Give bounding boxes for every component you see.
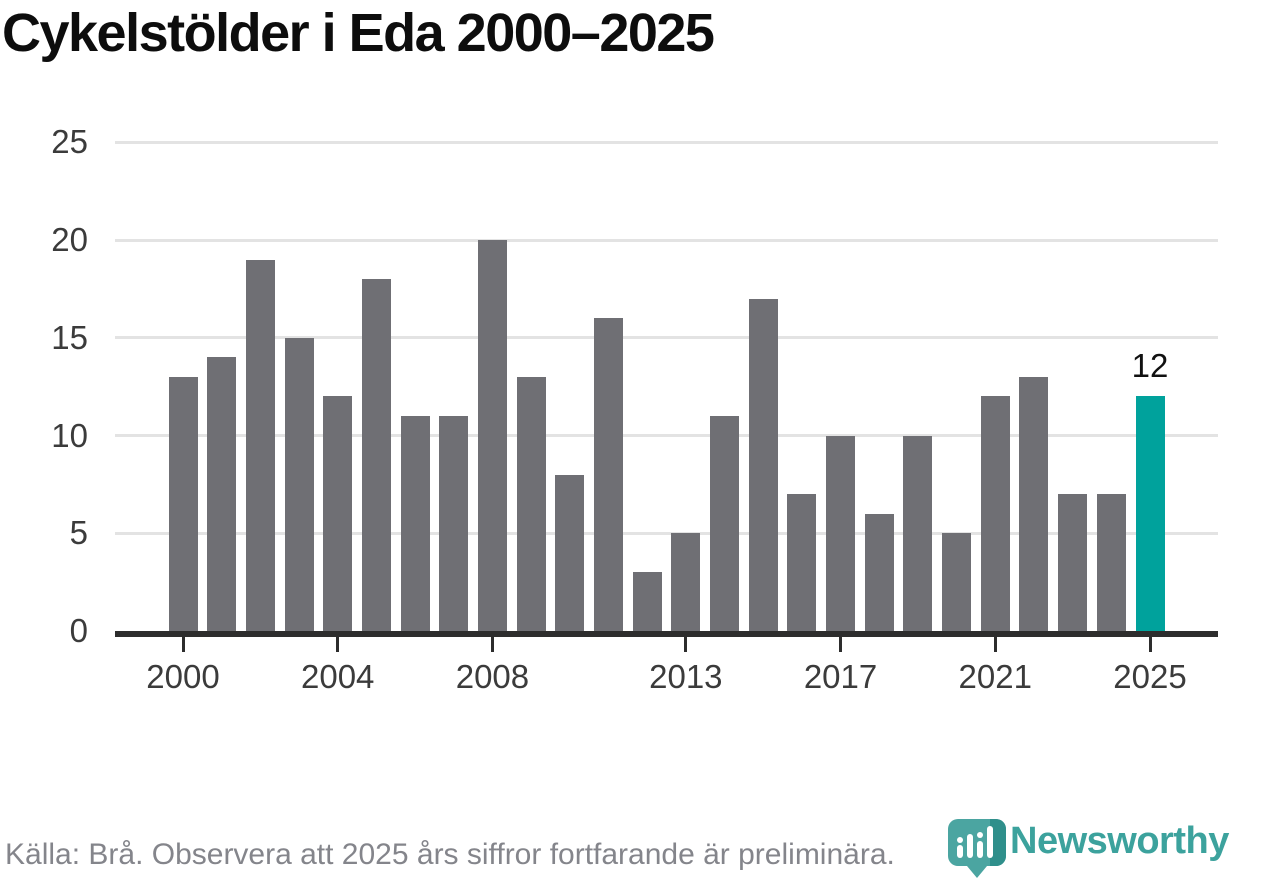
x-tick-2013 — [684, 637, 688, 652]
y-axis-label-0: 0 — [69, 612, 88, 649]
bar-2003 — [284, 337, 314, 634]
bar-2014 — [710, 415, 740, 634]
x-tick-2004 — [336, 637, 340, 652]
chart-title: Cykelstölder i Eda 2000–2025 — [2, 3, 715, 63]
bar-2013 — [671, 533, 701, 634]
x-axis-label-2017: 2017 — [803, 658, 878, 695]
gridline-20 — [115, 238, 1218, 242]
x-axis-label-2025: 2025 — [1113, 658, 1187, 695]
x-tick-2025 — [1148, 637, 1152, 652]
gridline-10 — [115, 434, 1218, 437]
y-axis-label-20: 20 — [51, 221, 88, 258]
bar-2023 — [1058, 494, 1088, 634]
bar-2019 — [903, 435, 933, 634]
bar-2024 — [1096, 494, 1126, 634]
y-axis-label-10: 10 — [51, 416, 88, 454]
x-tick-2021 — [993, 637, 997, 652]
gridline-5 — [115, 531, 1218, 535]
highlight-value-label: 12 — [1131, 347, 1169, 384]
x-axis-label-2013: 2013 — [649, 658, 723, 695]
bar-2005 — [361, 279, 391, 634]
x-axis-label-2008: 2008 — [455, 658, 530, 695]
x-axis-line — [115, 631, 1218, 637]
bar-2018 — [864, 513, 894, 634]
newsworthy-wordmark: Newsworthy — [1010, 820, 1229, 862]
bar-2006 — [400, 415, 430, 634]
bar-2020 — [942, 533, 972, 634]
x-axis-label-2021: 2021 — [958, 658, 1032, 695]
bar-2004 — [323, 396, 353, 634]
bar-2017 — [826, 435, 856, 634]
bar-2009 — [516, 376, 546, 634]
x-tick-2008 — [490, 637, 494, 652]
y-axis-label-15: 15 — [51, 318, 88, 356]
bar-2022 — [1019, 376, 1049, 634]
bar-2016 — [787, 494, 817, 634]
newsworthy-pin-icon — [946, 817, 1008, 879]
bar-2012 — [632, 572, 662, 634]
bar-2025 — [1135, 396, 1165, 634]
bar-2021 — [980, 396, 1010, 634]
bar-2015 — [748, 298, 778, 634]
bar-2010 — [555, 474, 585, 634]
x-axis-label-2000: 2000 — [146, 658, 220, 695]
bar-2000 — [168, 376, 198, 634]
bar-2007 — [439, 415, 469, 634]
gridline-15 — [115, 336, 1218, 340]
x-tick-2017 — [839, 637, 843, 652]
bar-2011 — [593, 318, 623, 634]
bar-2008 — [477, 240, 507, 634]
y-axis-label-25: 25 — [51, 123, 88, 161]
source-note: Källa: Brå. Observera att 2025 års siffr… — [5, 838, 895, 871]
y-axis-label-5: 5 — [69, 514, 88, 552]
bar-2001 — [207, 357, 237, 634]
bar-2002 — [245, 259, 275, 634]
gridline-25 — [115, 140, 1218, 144]
x-tick-2000 — [181, 637, 185, 652]
x-axis-label-2004: 2004 — [301, 658, 375, 695]
